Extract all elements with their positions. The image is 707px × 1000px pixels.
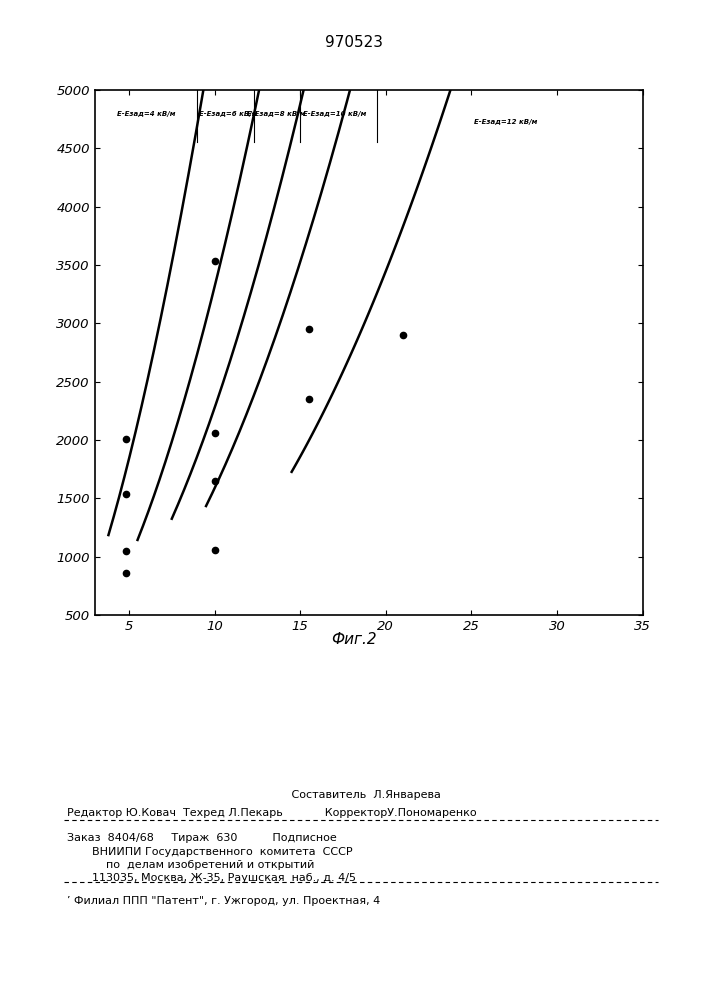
Text: E-Eзад=6 кВ/м: E-Eзад=6 кВ/м xyxy=(199,111,257,117)
Text: ВНИИПИ Государственного  комитета  СССР: ВНИИПИ Государственного комитета СССР xyxy=(92,847,353,857)
Text: ’ Филиал ППП "Патент", г. Ужгород, ул. Проектная, 4: ’ Филиал ППП "Патент", г. Ужгород, ул. П… xyxy=(67,896,380,906)
Text: 970523: 970523 xyxy=(325,35,382,50)
Text: E-Eзад=10 кВ/м: E-Eзад=10 кВ/м xyxy=(303,111,366,117)
Text: Заказ  8404/68     Тираж  630          Подписное: Заказ 8404/68 Тираж 630 Подписное xyxy=(67,833,337,843)
Text: Составитель  Л.Январева: Составитель Л.Январева xyxy=(267,790,440,800)
Text: по  делам изобретений и открытий: по делам изобретений и открытий xyxy=(106,860,315,870)
Text: E-Eзад=12 кВ/м: E-Eзад=12 кВ/м xyxy=(474,119,537,125)
Text: E-Eзад=8 кВ/м: E-Eзад=8 кВ/м xyxy=(247,111,305,117)
Text: Фиг.2: Фиг.2 xyxy=(331,632,376,647)
Text: E-Eзад=4 кВ/м: E-Eзад=4 кВ/м xyxy=(117,111,175,117)
Text: 113035, Москва, Ж-35, Раушская  наб., д. 4/5: 113035, Москва, Ж-35, Раушская наб., д. … xyxy=(92,873,356,883)
Text: Редактор Ю.Ковач  Техред Л.Пекарь            КорректорУ.Пономаренко: Редактор Ю.Ковач Техред Л.Пекарь Коррект… xyxy=(67,808,477,818)
